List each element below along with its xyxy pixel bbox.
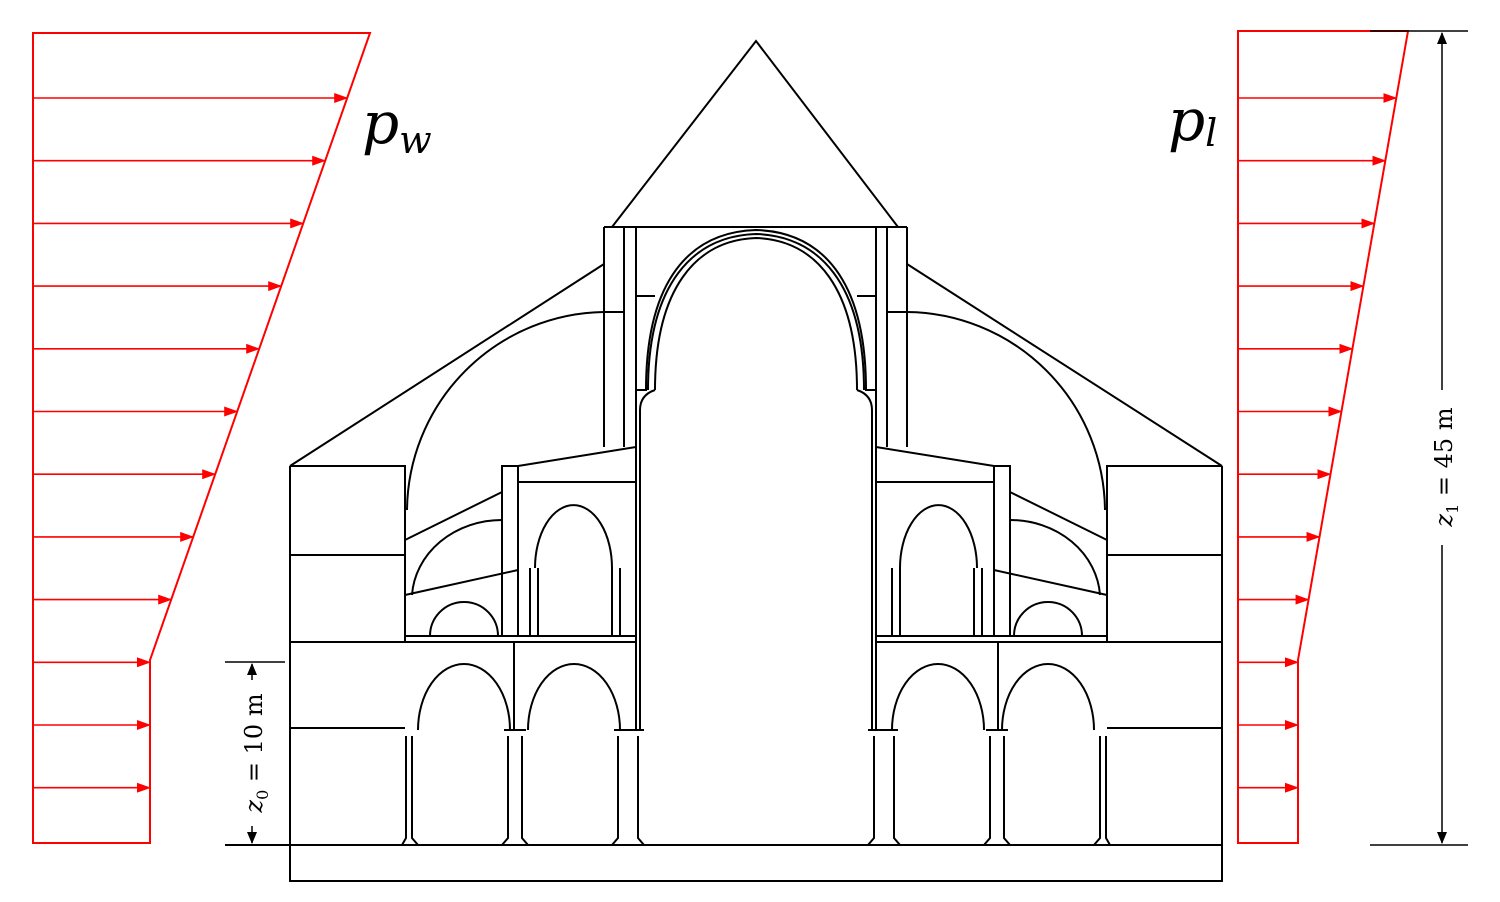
nave-arch-outer xyxy=(636,228,876,391)
right-sloped-roof xyxy=(906,263,1223,467)
right-column-1 xyxy=(1093,736,1111,846)
right-lower-gallery-roof xyxy=(993,568,1108,636)
leeward-pressure-outline xyxy=(1237,30,1410,844)
right-outer-top xyxy=(1106,465,1222,642)
leeward-pressure-arrows xyxy=(1238,93,1398,793)
nave-arch-inner xyxy=(654,236,858,391)
windward-pressure-arrows xyxy=(33,93,349,793)
leeward-load-diagram xyxy=(1237,30,1410,844)
right-mid-pier xyxy=(993,466,1011,636)
left-lower-gallery-roof xyxy=(404,568,519,636)
dimension-lines xyxy=(225,30,1468,846)
nave-left-pier xyxy=(639,389,656,730)
windward-pressure-outline xyxy=(32,32,372,844)
windward-pressure-label: pw xyxy=(362,89,432,162)
right-upper-arch xyxy=(899,504,978,569)
left-ground-arch-2 xyxy=(527,663,621,731)
left-sloped-roof xyxy=(289,263,605,467)
left-half-vault xyxy=(406,311,605,511)
nave-arch-inner-2 xyxy=(647,232,865,391)
central-roof-pyramid xyxy=(609,39,901,228)
left-outer-top xyxy=(290,465,406,642)
right-small-arch xyxy=(1013,601,1083,637)
left-ground-arch-1 xyxy=(417,663,511,731)
left-upper-arch xyxy=(534,504,613,569)
z1-dimension-label: z1 = 45 m xyxy=(1430,407,1462,527)
nave-right-pier xyxy=(856,389,873,730)
left-mid-pier xyxy=(501,466,519,636)
left-column-3 xyxy=(611,729,645,846)
right-ground-arch-1 xyxy=(1001,663,1095,731)
right-column-2 xyxy=(983,729,1011,846)
z0-dimension-label: z0 = 10 m xyxy=(240,693,272,813)
left-small-arch xyxy=(429,601,499,637)
right-ground-arch-2 xyxy=(891,663,985,731)
right-tower-pier xyxy=(857,227,907,730)
right-upper-arch-piers xyxy=(891,568,983,636)
left-upper-arch-piers xyxy=(529,568,621,636)
right-half-vault xyxy=(906,311,1106,511)
leeward-pressure-label: pl xyxy=(1168,86,1217,155)
left-column-1 xyxy=(401,736,419,846)
left-tower-pier xyxy=(604,227,655,730)
left-small-vault xyxy=(411,518,503,596)
right-small-vault xyxy=(1009,518,1101,596)
windward-load-diagram xyxy=(32,32,372,844)
right-column-3 xyxy=(867,729,901,846)
foundation-slab xyxy=(289,844,1223,882)
left-column-2 xyxy=(501,729,529,846)
building-cross-section xyxy=(225,39,1223,882)
